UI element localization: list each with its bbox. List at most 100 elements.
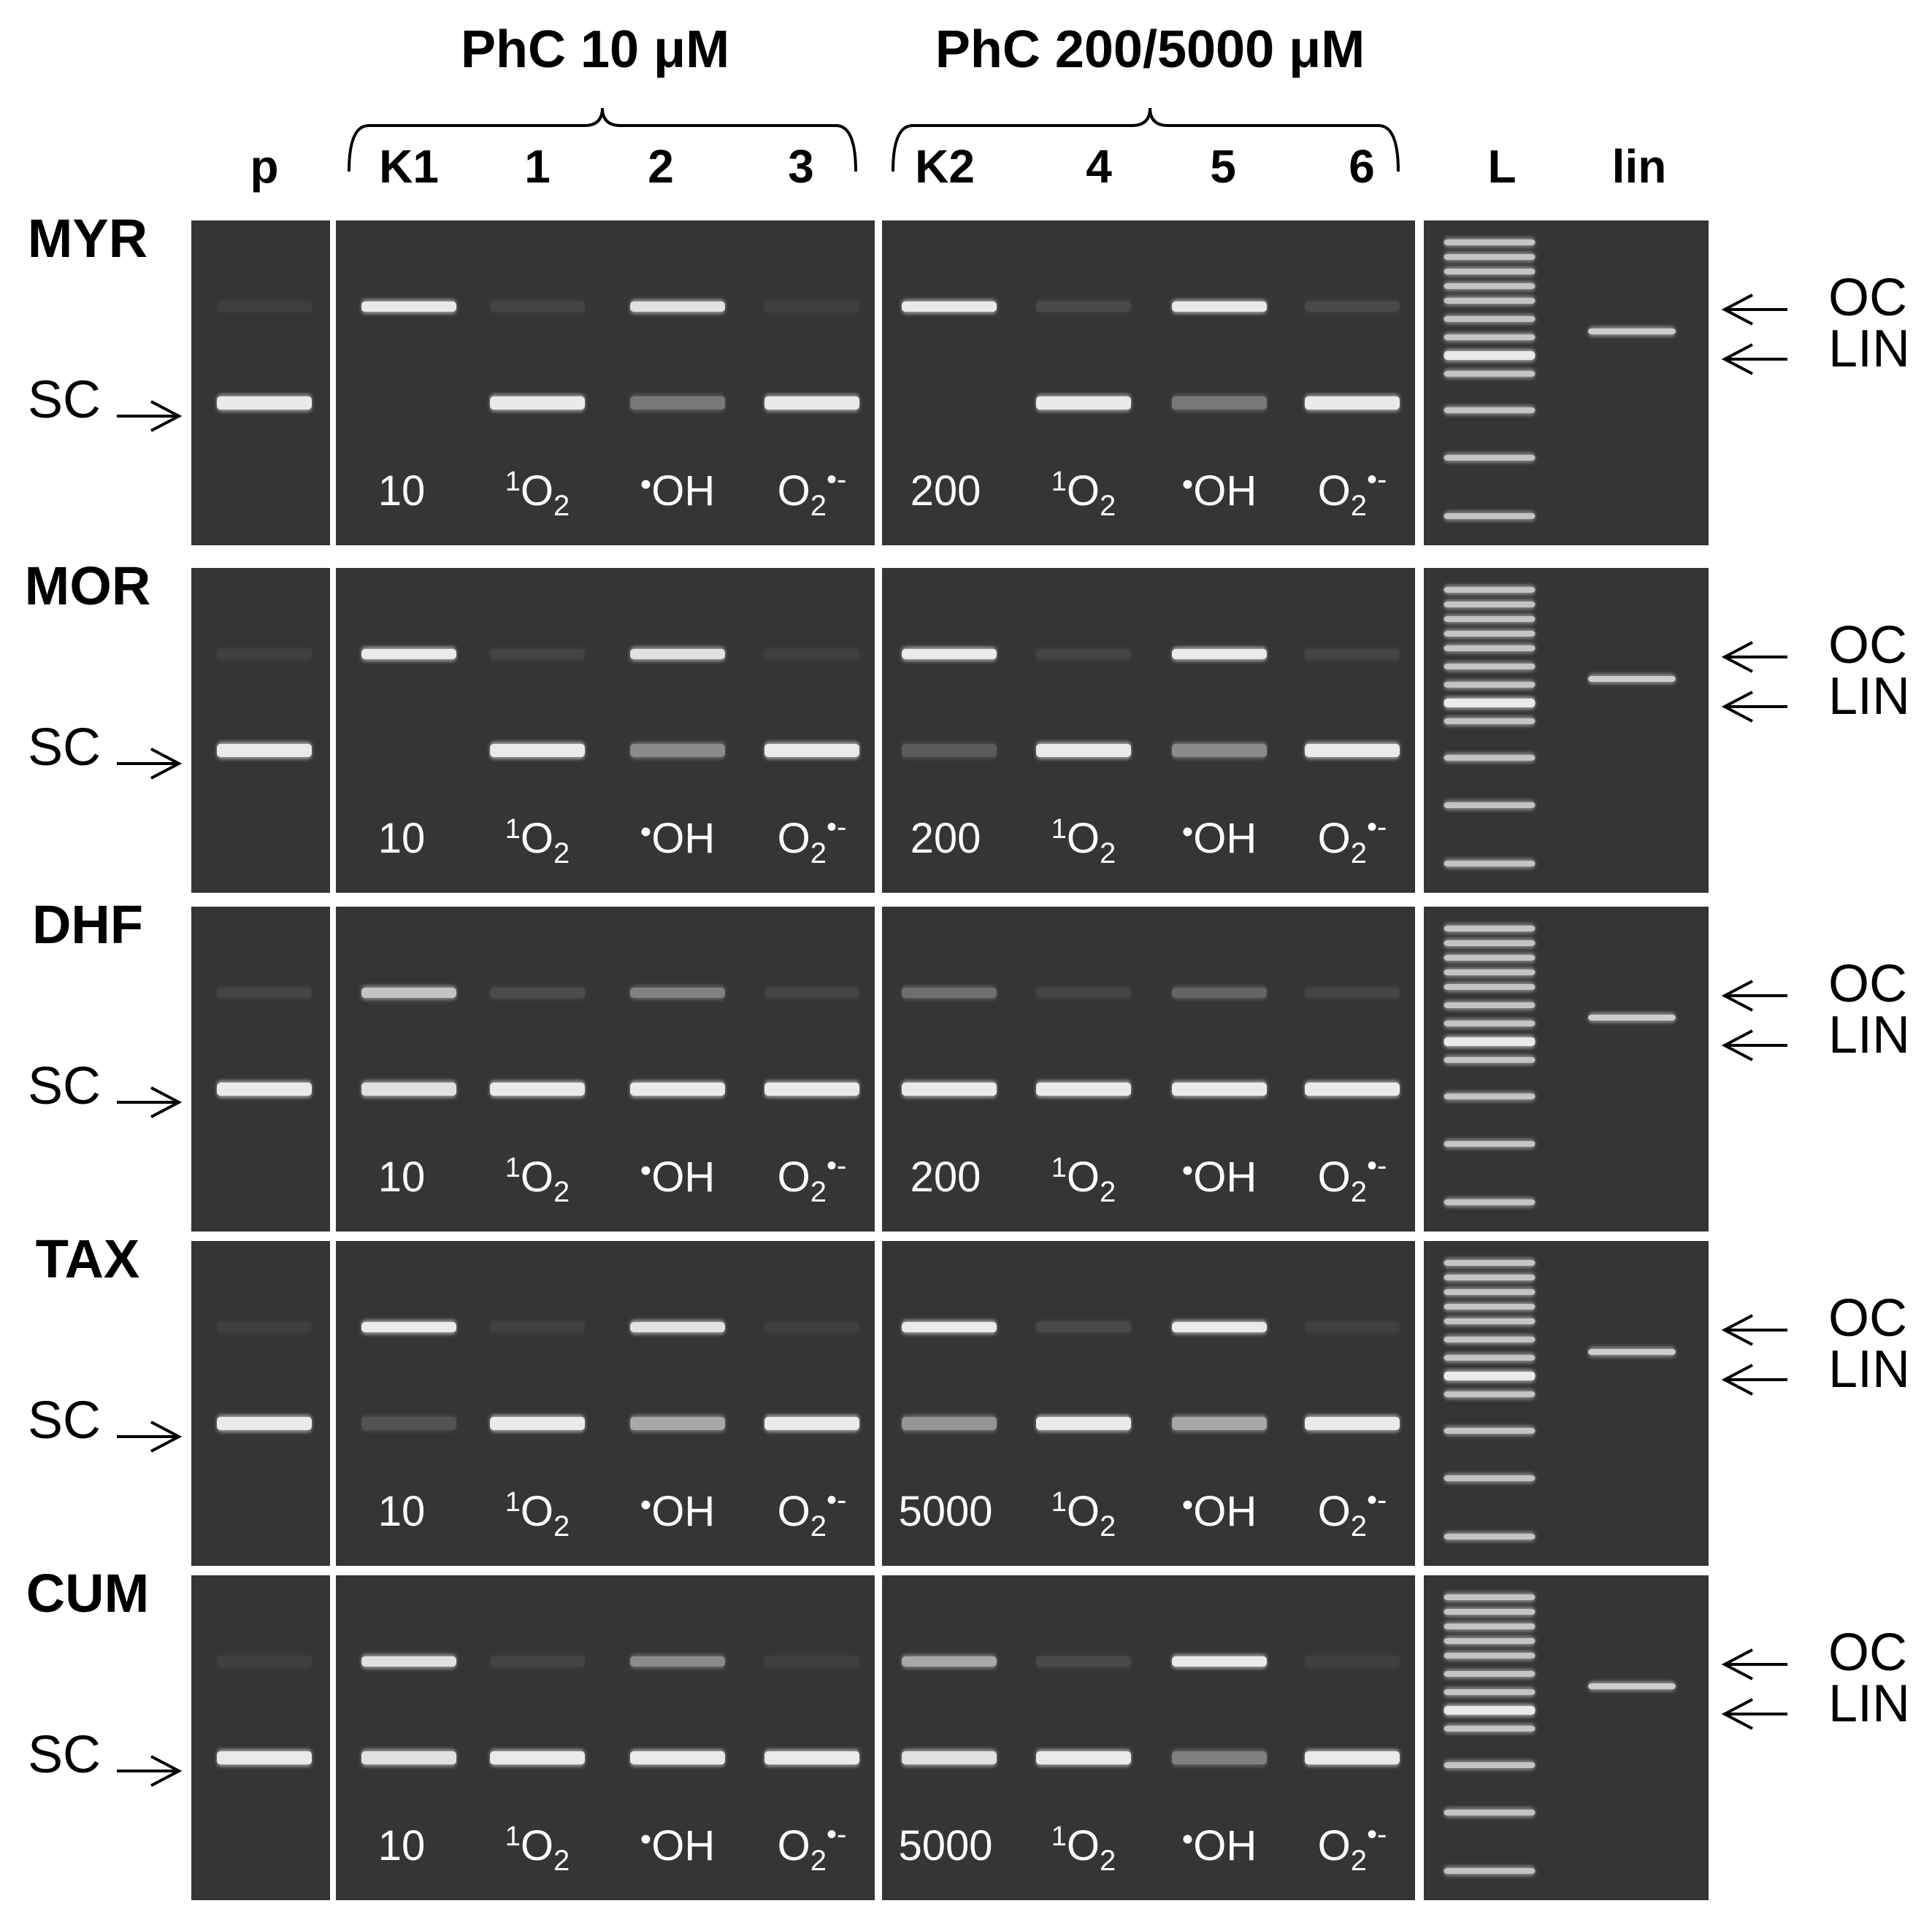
ladder-band [1444, 1272, 1536, 1283]
ladder-band [1444, 369, 1536, 379]
sc-band-l6 [1305, 1415, 1400, 1432]
sc-band-p [217, 742, 312, 759]
lin-arrow [1721, 1364, 1787, 1396]
oc-band-l5 [1172, 985, 1267, 1000]
sc-arrow [117, 1421, 183, 1453]
k1-conc-label: 10 [378, 815, 426, 862]
sc-band-k1 [361, 1749, 456, 1767]
oc-band-k1 [361, 985, 456, 1000]
k2-conc-label: 5000 [898, 1822, 992, 1870]
sc-band-l2 [630, 1415, 725, 1432]
lane-label-k2: K2 [915, 140, 975, 193]
oc-band-k2 [902, 1320, 997, 1334]
sc-arrow [117, 748, 183, 780]
ladder-band [1444, 1704, 1536, 1717]
ladder-band [1444, 800, 1536, 810]
oc-band-l1 [490, 1654, 585, 1669]
sc-band-k1 [361, 1415, 456, 1432]
lane-label-l5: 5 [1210, 140, 1236, 193]
row-label: MOR [25, 556, 151, 616]
oc-band-l2 [630, 647, 725, 661]
species-label-l1: 1O2 [505, 1821, 570, 1877]
sc-band-p [217, 1415, 312, 1432]
ladder-band [1444, 453, 1536, 463]
ladder-band [1444, 349, 1536, 362]
sc-band-l3 [764, 1749, 859, 1767]
ladder-band [1444, 953, 1536, 963]
ladder-band [1444, 332, 1536, 342]
oc-band-l6 [1305, 1656, 1400, 1667]
gel-panel-3 [882, 220, 1415, 545]
oc-band-l4 [1036, 299, 1131, 314]
sc-band-p [217, 1080, 312, 1098]
ladder-band [1444, 1287, 1536, 1297]
sc-band-l2 [630, 1080, 725, 1098]
ladder-band [1444, 938, 1536, 948]
species-label-l5: •OH [1182, 814, 1257, 862]
sc-band-l5 [1172, 1415, 1267, 1432]
ladder-band [1444, 1369, 1536, 1383]
ladder-band [1444, 1389, 1536, 1399]
lin-band [1588, 1681, 1676, 1691]
lin-band [1588, 326, 1676, 337]
species-label-l6: O2•- [1318, 1484, 1387, 1542]
lin-band [1588, 1013, 1676, 1023]
sc-band-l3 [764, 1080, 859, 1098]
species-label-l6: O2•- [1318, 811, 1387, 869]
oc-label: OC [1828, 1624, 1907, 1682]
oc-band-k2 [902, 1654, 997, 1669]
species-label-l6: O2•- [1318, 1150, 1387, 1208]
ladder-band [1444, 1621, 1536, 1632]
sc-band-l4 [1036, 742, 1131, 759]
ladder-band [1444, 1866, 1536, 1876]
oc-band-l3 [764, 1322, 859, 1332]
oc-label: OC [1828, 269, 1907, 327]
species-label-l1: 1O2 [505, 814, 570, 869]
species-label-l2: •OH [640, 1153, 715, 1201]
oc-band-p [217, 1322, 312, 1332]
sc-band-l5 [1172, 1749, 1267, 1767]
oc-band-p [217, 301, 312, 312]
oc-band-l4 [1036, 1320, 1131, 1334]
sc-band-p [217, 394, 312, 412]
ladder-band [1444, 252, 1536, 262]
species-label-l4: 1O2 [1051, 1487, 1116, 1542]
oc-band-l5 [1172, 647, 1267, 661]
ladder-band [1444, 716, 1536, 726]
k2-conc-label: 5000 [898, 1488, 992, 1535]
species-label-l5: •OH [1182, 1821, 1257, 1870]
species-label-l3: O2•- [778, 1484, 847, 1542]
lin-band [1588, 1347, 1676, 1357]
oc-band-l2 [630, 985, 725, 1000]
ladder-band [1444, 296, 1536, 306]
k1-conc-label: 10 [378, 1822, 426, 1870]
ladder-band [1444, 1035, 1536, 1048]
ladder-band [1444, 629, 1536, 639]
ladder-band [1444, 1532, 1536, 1542]
ladder-band [1444, 1302, 1536, 1312]
sc-label: SC [28, 718, 101, 777]
oc-band-l6 [1305, 1322, 1400, 1332]
oc-band-l3 [764, 985, 859, 1000]
oc-band-l6 [1305, 647, 1400, 661]
ladder-band [1444, 405, 1536, 415]
sc-arrow [117, 1086, 183, 1118]
sc-band-l1 [490, 742, 585, 759]
oc-band-p [217, 1656, 312, 1667]
species-label-l4: 1O2 [1051, 466, 1116, 522]
ladder-bands [1444, 1592, 1536, 1876]
row-label: TAX [36, 1229, 140, 1289]
k1-conc-label: 10 [378, 1488, 426, 1535]
species-label-l3: O2•- [778, 464, 847, 522]
ladder-band [1444, 1353, 1536, 1363]
gel-panel-1 [191, 907, 330, 1232]
gel-panel-2 [336, 220, 875, 545]
ladder-band [1444, 1091, 1536, 1102]
lane-label-l1: 1 [524, 140, 551, 193]
ladder-band [1444, 1592, 1536, 1602]
gel-panel-3 [882, 1241, 1415, 1566]
gel-panel-1 [191, 1575, 330, 1900]
oc-band-l4 [1036, 647, 1131, 661]
